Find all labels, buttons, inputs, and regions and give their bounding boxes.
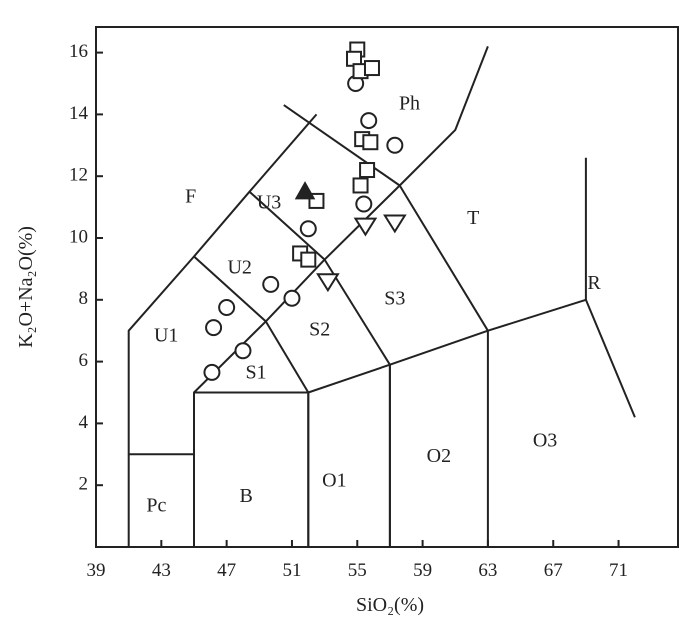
x-tick-label: 51 xyxy=(282,560,301,581)
circle-point-6 xyxy=(283,289,301,307)
x-axis-title: SiO₂(%) xyxy=(356,594,424,616)
boundary-line-8 xyxy=(193,46,489,394)
square-point-7 xyxy=(359,162,376,179)
y-tick-label: 4 xyxy=(79,412,89,433)
x-tick-label: 39 xyxy=(87,560,106,581)
field-label-t: T xyxy=(467,207,479,229)
field-label-s3: S3 xyxy=(384,287,405,309)
x-axis-ticks: 39 43 47 51 55 59 63 67 71 xyxy=(87,540,628,581)
field-label-u3: U3 xyxy=(257,192,281,214)
boundary-line-7 xyxy=(127,113,318,455)
field-label-b: B xyxy=(240,485,253,507)
y-tick-label: 10 xyxy=(69,226,88,247)
field-label-r: R xyxy=(587,272,601,294)
field-labels: Pc B O1 O2 O3 S1 S2 S3 T R U1 U2 U3 F Ph xyxy=(146,93,601,517)
circle-point-5 xyxy=(262,275,280,293)
x-tick-label: 55 xyxy=(348,560,367,581)
boundary-line-5 xyxy=(487,298,636,418)
x-tick-label: 47 xyxy=(217,560,236,581)
y-tick-label: 16 xyxy=(69,41,88,62)
circle-point-10 xyxy=(386,136,404,154)
circle-point-2 xyxy=(205,319,223,337)
boundary-line-9 xyxy=(193,255,310,394)
boundary-line-4 xyxy=(388,329,489,547)
circle-point-4 xyxy=(234,342,252,360)
y-tick-label: 12 xyxy=(69,165,88,186)
square-point-8 xyxy=(352,177,369,194)
circle-point-3 xyxy=(218,299,236,317)
field-label-o1: O1 xyxy=(322,470,346,492)
square-point-4 xyxy=(363,60,380,77)
plot-frame xyxy=(95,26,679,548)
square-point-10 xyxy=(300,251,317,268)
field-label-o3: O3 xyxy=(533,429,557,451)
field-label-s1: S1 xyxy=(245,362,266,384)
field-boundaries xyxy=(127,46,636,547)
boundary-line-3 xyxy=(307,363,391,547)
y-axis-title: K₂O+Na₂O(%) xyxy=(15,226,37,348)
boundary-line-2 xyxy=(193,391,310,547)
boundary-line-10 xyxy=(248,190,391,366)
circle-point-1 xyxy=(203,363,221,381)
x-tick-label: 71 xyxy=(609,560,628,581)
triangle-up-filled-point-1 xyxy=(294,181,316,200)
field-label-s2: S2 xyxy=(309,318,330,340)
y-tick-label: 14 xyxy=(69,103,89,124)
y-tick-label: 8 xyxy=(79,288,89,309)
triangle-down-point-1 xyxy=(316,273,340,293)
x-tick-label: 63 xyxy=(478,560,497,581)
field-label-f: F xyxy=(185,185,196,207)
y-tick-label: 2 xyxy=(79,474,89,495)
circle-point-9 xyxy=(360,112,378,130)
triangle-down-point-3 xyxy=(383,214,407,234)
field-label-pc: Pc xyxy=(146,494,166,516)
y-axis-ticks: 2 4 6 8 10 12 14 16 xyxy=(69,41,103,495)
field-label-u1: U1 xyxy=(154,324,178,346)
circle-point-8 xyxy=(355,195,373,213)
x-tick-label: 67 xyxy=(544,560,563,581)
circle-point-7 xyxy=(299,220,317,238)
data-markers xyxy=(203,41,407,381)
triangle-down-point-2 xyxy=(353,217,378,237)
field-label-u2: U2 xyxy=(227,256,251,278)
field-label-o2: O2 xyxy=(427,445,451,467)
y-tick-label: 6 xyxy=(79,350,89,371)
square-point-6 xyxy=(362,134,379,151)
boundary-line-11 xyxy=(283,104,489,332)
x-tick-label: 43 xyxy=(152,560,171,581)
x-tick-label: 59 xyxy=(413,560,432,581)
field-label-ph: Ph xyxy=(399,93,420,115)
